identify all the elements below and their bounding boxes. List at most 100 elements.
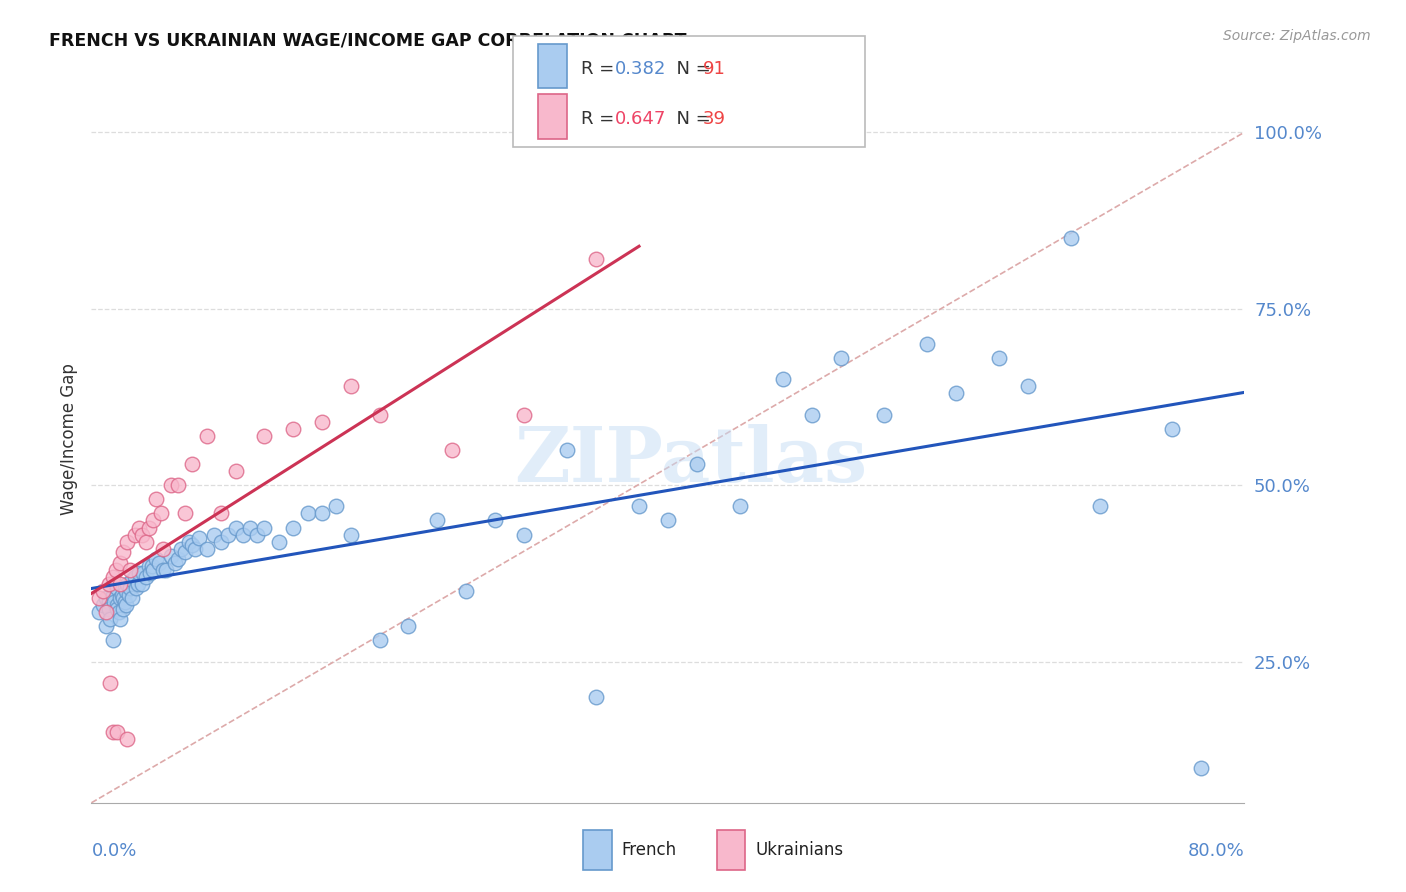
Point [239, 520, 262, 534]
Point [1088, 500, 1111, 514]
Point [101, 725, 124, 739]
Point [225, 464, 247, 478]
Point [141, 559, 163, 574]
Point [110, 577, 132, 591]
Point [117, 577, 139, 591]
Point [311, 507, 333, 521]
Point [148, 556, 170, 570]
Point [174, 545, 197, 559]
Point [104, 563, 127, 577]
Point [163, 556, 186, 570]
Point [166, 478, 188, 492]
Text: 0.0%: 0.0% [91, 842, 136, 860]
Text: R =: R = [581, 60, 620, 78]
Point [114, 581, 136, 595]
Point [426, 513, 449, 527]
Point [281, 422, 305, 436]
Point [873, 408, 896, 422]
Point [131, 527, 153, 541]
Point [87, 605, 110, 619]
Point [1060, 231, 1083, 245]
Point [97, 601, 120, 615]
Point [120, 563, 142, 577]
Y-axis label: Wage/Income Gap: Wage/Income Gap [59, 363, 77, 516]
Point [188, 531, 211, 545]
Point [124, 570, 146, 584]
Point [396, 619, 419, 633]
Point [217, 527, 239, 541]
Point [97, 594, 120, 608]
Point [103, 594, 125, 608]
Point [340, 379, 363, 393]
Point [145, 492, 167, 507]
Point [139, 566, 162, 581]
Text: N =: N = [665, 60, 717, 78]
Text: 0.647: 0.647 [614, 110, 666, 128]
Point [181, 457, 204, 471]
Point [149, 507, 172, 521]
Point [555, 442, 578, 457]
Point [915, 337, 938, 351]
Point [340, 527, 363, 541]
Point [179, 534, 201, 549]
Point [728, 500, 751, 514]
Point [513, 408, 536, 422]
Point [225, 520, 247, 534]
Point [281, 520, 305, 534]
Point [170, 541, 193, 556]
Point [801, 408, 824, 422]
Point [181, 538, 204, 552]
Text: N =: N = [665, 110, 717, 128]
Point [138, 559, 160, 574]
Point [585, 690, 607, 704]
Point [98, 612, 121, 626]
Point [105, 601, 128, 615]
Point [118, 588, 141, 602]
Point [115, 598, 138, 612]
Point [152, 541, 174, 556]
Point [94, 619, 117, 633]
Point [110, 612, 132, 626]
Text: 91: 91 [703, 60, 725, 78]
Point [988, 351, 1011, 366]
Point [174, 507, 197, 521]
Point [128, 566, 150, 581]
Point [142, 513, 165, 527]
Point [627, 500, 650, 514]
Point [101, 633, 124, 648]
Point [124, 527, 146, 541]
Point [772, 372, 794, 386]
Point [585, 252, 607, 267]
Point [112, 591, 135, 606]
Point [110, 591, 132, 606]
Point [311, 415, 333, 429]
Point [159, 549, 181, 563]
Point [440, 442, 463, 457]
Point [98, 675, 121, 690]
Point [120, 581, 142, 595]
Point [138, 520, 160, 534]
Point [159, 478, 181, 492]
Point [145, 552, 167, 566]
Point [232, 527, 254, 541]
Point [253, 520, 276, 534]
Point [484, 513, 506, 527]
Point [128, 520, 150, 534]
Point [107, 605, 129, 619]
Point [368, 408, 391, 422]
Point [111, 588, 134, 602]
Point [97, 577, 120, 591]
Point [115, 584, 138, 599]
Point [91, 598, 114, 612]
Point [117, 732, 139, 747]
Point [155, 563, 177, 577]
Point [142, 563, 165, 577]
Point [94, 605, 117, 619]
Point [166, 552, 188, 566]
Point [246, 527, 269, 541]
Point [117, 534, 139, 549]
Text: 0.382: 0.382 [614, 60, 666, 78]
Point [105, 598, 128, 612]
Point [657, 513, 679, 527]
Point [209, 534, 232, 549]
